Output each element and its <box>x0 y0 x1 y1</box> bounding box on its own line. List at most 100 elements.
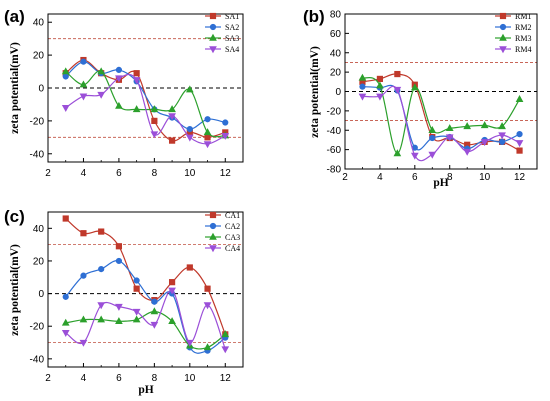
data-point <box>221 330 230 338</box>
legend-marker <box>209 33 217 41</box>
y-tick-label: -60 <box>327 145 342 156</box>
data-point <box>376 93 384 101</box>
legend-marker <box>209 232 217 240</box>
series-line <box>65 310 226 350</box>
data-point <box>115 303 123 311</box>
data-point <box>150 105 159 113</box>
data-point <box>498 132 506 140</box>
legend-label: SA4 <box>225 45 239 54</box>
data-point <box>376 81 384 89</box>
data-point <box>168 317 176 325</box>
data-point <box>410 152 419 160</box>
legend-label: CA3 <box>225 233 240 242</box>
x-tick-label: 2 <box>45 168 51 179</box>
y-tick-label: -20 <box>327 106 342 117</box>
data-point <box>98 266 105 273</box>
series-RM1 <box>359 70 523 154</box>
x-tick-label: 8 <box>152 373 158 384</box>
data-point <box>132 315 141 323</box>
y-axis-title: zeta potential(mV) <box>9 42 21 134</box>
x-tick-label: 10 <box>184 373 196 384</box>
data-point <box>480 139 489 147</box>
series-CA4 <box>61 287 230 354</box>
data-point <box>463 122 472 130</box>
y-axis-title: zeta potential(mV) <box>309 46 321 138</box>
data-point <box>61 67 70 75</box>
data-point <box>515 140 524 148</box>
data-point <box>151 298 158 305</box>
data-point <box>516 131 523 138</box>
series-line <box>65 260 226 354</box>
data-point <box>410 83 419 91</box>
y-tick-label: -80 <box>327 165 342 176</box>
y-tick-label: 40 <box>33 18 45 29</box>
y-tick-label: 0 <box>38 84 44 95</box>
series-line <box>362 84 520 151</box>
series-line <box>65 70 226 138</box>
data-point <box>151 117 158 124</box>
data-point <box>80 272 87 279</box>
legend-marker <box>209 12 217 20</box>
data-point <box>79 93 88 101</box>
data-point <box>358 93 367 101</box>
x-tick-label: 4 <box>81 168 87 179</box>
data-point <box>62 293 69 300</box>
data-point <box>79 315 88 323</box>
data-point <box>515 95 524 102</box>
series-line <box>65 218 226 335</box>
series-line <box>65 59 226 142</box>
data-point <box>222 119 229 126</box>
legend-marker <box>209 23 217 31</box>
data-point <box>203 302 212 310</box>
data-point <box>358 73 367 81</box>
data-point <box>168 137 176 144</box>
series-SA3 <box>61 67 230 139</box>
legend-label: SA3 <box>225 34 239 43</box>
data-point <box>97 302 106 310</box>
data-point <box>376 75 384 83</box>
y-tick-label: 80 <box>330 10 342 21</box>
y-tick-label: 20 <box>33 51 45 62</box>
data-point <box>186 264 193 271</box>
data-point <box>80 230 87 237</box>
data-point <box>62 215 69 222</box>
y-tick-label: -20 <box>30 116 45 127</box>
data-point <box>393 86 402 94</box>
data-point <box>428 151 437 159</box>
legend: RM1 RM2 RM3 RM4 <box>495 12 531 54</box>
data-point <box>132 308 141 316</box>
chart-panel-3: (c) 2 4 6 8 10 12 40 20 0 -20 -40 zeta potential(mV)… <box>4 207 244 396</box>
legend: SA1 SA2 SA3 SA4 <box>205 12 239 54</box>
series-line <box>65 73 226 145</box>
legend-label: CA4 <box>225 244 240 253</box>
x-tick-label: 2 <box>45 373 51 384</box>
data-point <box>394 70 401 78</box>
x-tick-label: 12 <box>514 172 526 183</box>
data-point <box>150 321 159 329</box>
data-point <box>168 113 176 121</box>
data-point <box>115 101 123 109</box>
data-point <box>204 285 211 292</box>
legend-marker <box>209 245 217 253</box>
series-line <box>65 289 226 350</box>
legend-marker <box>209 211 217 219</box>
y-tick-label: -20 <box>30 322 45 333</box>
legend-label: RM3 <box>515 34 531 43</box>
x-tick-label: 12 <box>220 373 232 384</box>
data-point <box>221 346 230 354</box>
x-tick-label: 2 <box>342 172 348 183</box>
x-tick-label: 10 <box>479 172 491 183</box>
x-axis-title: pH <box>433 177 448 189</box>
data-point <box>115 66 123 74</box>
series-SA4 <box>61 73 230 149</box>
x-tick-label: 8 <box>152 168 158 179</box>
data-point <box>203 141 212 149</box>
data-point <box>133 277 140 284</box>
data-point <box>115 243 123 250</box>
x-tick-label: 8 <box>447 172 453 183</box>
legend-label: CA1 <box>225 211 240 220</box>
legend-marker <box>499 23 507 31</box>
y-tick-label: 40 <box>33 224 45 235</box>
x-tick-label: 4 <box>81 373 87 384</box>
